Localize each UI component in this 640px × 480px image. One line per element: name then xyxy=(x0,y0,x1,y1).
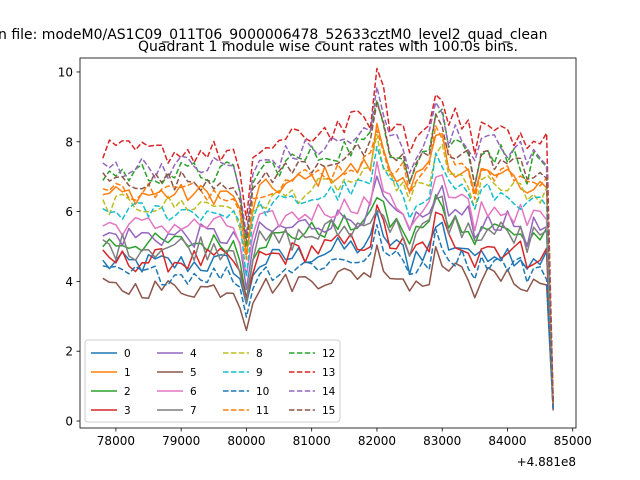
y-tick-label: 4 xyxy=(65,275,73,289)
series-line-15 xyxy=(102,101,554,406)
series-line-5 xyxy=(102,244,554,411)
legend-label-3: 3 xyxy=(124,405,131,417)
series-line-2 xyxy=(102,193,554,409)
y-axis: 0 2 4 6 8 10 xyxy=(58,65,80,429)
x-tick-label: 83000 xyxy=(423,434,461,448)
series-line-3 xyxy=(102,204,554,409)
suptitle: n file: modeM0/AS1C09_011T06_9000006478_… xyxy=(0,27,547,43)
series-line-4 xyxy=(102,175,554,409)
plot-area xyxy=(79,57,577,429)
x-tick-label: 78000 xyxy=(97,434,135,448)
legend-label-2: 2 xyxy=(124,386,131,398)
x-tick-label: 82000 xyxy=(358,434,396,448)
x-offset-label: +4.881e8 xyxy=(517,455,576,469)
x-tick-label: 79000 xyxy=(162,434,200,448)
legend-label-9: 9 xyxy=(256,367,263,379)
axes-frame xyxy=(79,57,577,429)
y-tick-label: 6 xyxy=(65,205,73,219)
series-line-1 xyxy=(102,122,554,406)
x-tick-label: 81000 xyxy=(293,434,331,448)
series-line-14 xyxy=(102,86,554,406)
legend-label-7: 7 xyxy=(190,405,197,417)
y-tick-label: 0 xyxy=(65,415,73,429)
chart-title: Quadrant 1 module wise count rates with … xyxy=(138,39,518,55)
legend-label-6: 6 xyxy=(190,386,197,398)
series-line-9 xyxy=(102,145,554,408)
y-tick-label: 2 xyxy=(65,345,73,359)
legend-box xyxy=(84,339,341,423)
series-line-7 xyxy=(102,195,554,409)
legend-label-13: 13 xyxy=(322,367,335,379)
legend-label-15: 15 xyxy=(322,405,335,417)
series-line-13 xyxy=(102,67,554,404)
series-line-8 xyxy=(102,133,554,408)
series-line-11 xyxy=(102,125,554,406)
y-tick-label: 8 xyxy=(65,135,73,149)
x-tick-label: 84000 xyxy=(488,434,526,448)
legend-label-14: 14 xyxy=(322,386,336,398)
legend-label-0: 0 xyxy=(124,348,131,360)
legend-label-1: 1 xyxy=(124,367,131,379)
series-line-10 xyxy=(102,224,554,411)
series-line-6 xyxy=(102,161,554,408)
legend-label-11: 11 xyxy=(256,405,269,417)
y-tick-label: 10 xyxy=(58,65,73,79)
legend-label-5: 5 xyxy=(190,367,197,379)
legend-label-8: 8 xyxy=(256,348,263,360)
x-tick-label: 85000 xyxy=(554,434,592,448)
x-tick-label: 80000 xyxy=(227,434,265,448)
legend-label-10: 10 xyxy=(256,386,269,398)
x-axis: 78000 79000 80000 81000 82000 83000 84000 85000 xyxy=(97,428,592,448)
legend-label-4: 4 xyxy=(190,348,197,360)
legend-label-12: 12 xyxy=(322,348,335,360)
